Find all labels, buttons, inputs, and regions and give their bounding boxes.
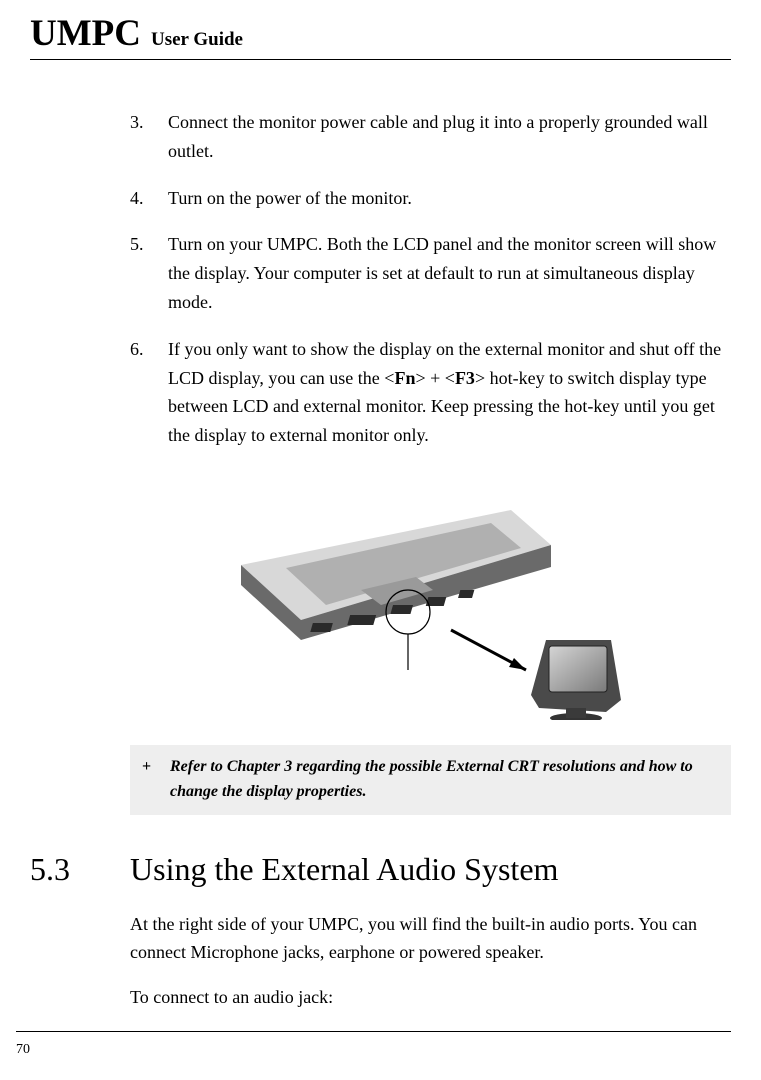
- step6-part2: > + <: [415, 368, 454, 388]
- step-3: 3. Connect the monitor power cable and p…: [130, 108, 731, 166]
- f3-key: F3: [455, 368, 475, 388]
- section-title: Using the External Audio System: [130, 851, 558, 888]
- step-6: 6. If you only want to show the display …: [130, 335, 731, 450]
- step-text: Turn on your UMPC. Both the LCD panel an…: [168, 230, 731, 316]
- step-number: 5.: [130, 230, 168, 316]
- section-heading: 5.3 Using the External Audio System: [30, 851, 731, 888]
- step-text: Turn on the power of the monitor.: [168, 184, 731, 213]
- page-number: 70: [16, 1042, 30, 1058]
- section-number: 5.3: [30, 851, 130, 888]
- step-number: 4.: [130, 184, 168, 213]
- step-5: 5. Turn on your UMPC. Both the LCD panel…: [130, 230, 731, 316]
- step-text: Connect the monitor power cable and plug…: [168, 108, 731, 166]
- header-subtitle: User Guide: [151, 29, 243, 50]
- note-marker: +: [142, 755, 170, 805]
- body-p1: At the right side of your UMPC, you will…: [130, 910, 731, 968]
- note-box: + Refer to Chapter 3 regarding the possi…: [130, 745, 731, 815]
- fn-key: Fn: [394, 368, 415, 388]
- body-p2: To connect to an audio jack:: [130, 983, 731, 1012]
- connection-figure: [130, 480, 731, 725]
- step-text: If you only want to show the display on …: [168, 335, 731, 450]
- header-title: UMPC: [30, 13, 141, 54]
- note-text: Refer to Chapter 3 regarding the possibl…: [170, 755, 719, 805]
- step-4: 4. Turn on the power of the monitor.: [130, 184, 731, 213]
- step-number: 6.: [130, 335, 168, 450]
- footer-divider: [16, 1031, 731, 1032]
- step-number: 3.: [130, 108, 168, 166]
- umpc-monitor-diagram-icon: [221, 480, 641, 720]
